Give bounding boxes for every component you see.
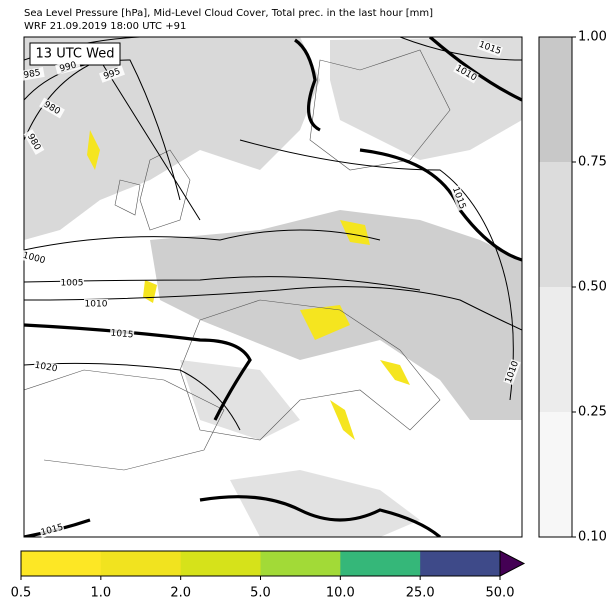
colorbar-band xyxy=(539,37,572,162)
isobar-label-bg xyxy=(109,327,135,341)
subtitle: WRF 21.09.2019 18:00 UTC +91 xyxy=(24,21,186,32)
isobar-label-bg xyxy=(33,359,59,375)
colorbar-band xyxy=(260,551,341,576)
colorbar-tick-label: 0.10 xyxy=(578,530,607,545)
time-label-box: 13 UTC Wed xyxy=(29,42,121,66)
isobar-label: 990 xyxy=(59,60,78,74)
isobar-label-bg xyxy=(39,97,65,119)
colorbar-band xyxy=(100,551,182,576)
colorbar-tick-label: 25.0 xyxy=(406,586,435,601)
colorbar-band xyxy=(420,551,501,576)
colorbar-band xyxy=(340,551,421,576)
colorbar-tick-label: 10.0 xyxy=(326,586,355,601)
isobar-label-bg xyxy=(21,250,47,266)
isobar-label-bg xyxy=(477,39,503,57)
title: Sea Level Pressure [hPa], Mid-Level Clou… xyxy=(24,8,433,19)
isobar-label: 1015 xyxy=(110,329,134,341)
cloud-colorbar: 1.00 0.75 0.50 0.25 0.10 xyxy=(538,30,607,545)
isobar-label: 1010 xyxy=(85,300,108,310)
isobar-label-bg xyxy=(19,66,45,82)
isobar-label-bg xyxy=(84,299,108,309)
colorbar-tick-label: 1.0 xyxy=(90,586,111,601)
colorbar-tick-label: 0.25 xyxy=(578,405,607,420)
colorbar-band xyxy=(539,287,572,412)
time-label: 13 UTC Wed xyxy=(36,47,115,62)
colorbar-band xyxy=(180,551,261,576)
isobar-label: 1005 xyxy=(61,279,84,289)
isobar-label-bg xyxy=(503,359,521,385)
colorbar-tick-label: 1.00 xyxy=(578,30,607,45)
isobar-label-bg xyxy=(55,59,81,75)
isobar-label-bg xyxy=(450,185,468,211)
isobar-label-bg xyxy=(99,65,125,83)
isobar-label: 1020 xyxy=(34,361,59,375)
colorbar-tick-label: 5.0 xyxy=(250,586,271,601)
isobar-label-bg xyxy=(39,522,65,538)
colorbar-tick-label: 2.0 xyxy=(170,586,191,601)
isobar-label: 985 xyxy=(23,68,42,81)
colorbar-tick-label: 0.75 xyxy=(578,155,607,170)
colorbar-tick-label: 50.0 xyxy=(486,586,515,601)
colorbar-extend xyxy=(499,550,526,577)
isobar-label-bg xyxy=(23,129,45,155)
colorbar-band xyxy=(21,551,102,576)
precip-colorbar: 0.5 1.0 2.0 5.0 10.0 25.0 50.0 xyxy=(11,550,526,601)
colorbar-tick-label: 0.50 xyxy=(578,280,607,295)
map-area xyxy=(24,37,522,537)
colorbar-band xyxy=(539,412,572,537)
colorbar-band xyxy=(539,162,572,287)
isobar-label-bg xyxy=(453,62,479,84)
map-frame xyxy=(23,36,523,538)
colorbar-tick-label: 0.5 xyxy=(11,586,32,601)
isobar-labels: 985 990 9959809801000100510101015102010151… xyxy=(19,39,521,538)
isobar-label-bg xyxy=(60,278,84,288)
